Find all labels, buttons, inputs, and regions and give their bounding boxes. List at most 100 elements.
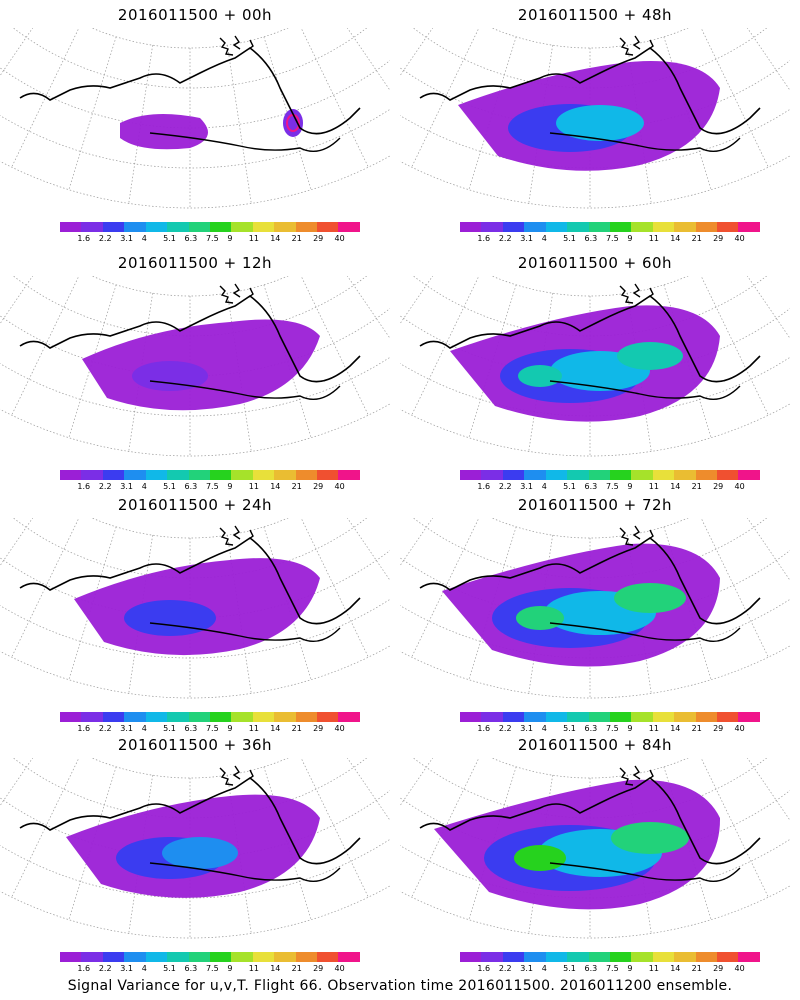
latitude-gridline (91, 758, 289, 779)
colorbar-tick-label: 6.3 (584, 724, 598, 733)
panel-title: 2016011500 + 60h (517, 254, 673, 272)
colorbar-segment (524, 712, 546, 722)
colorbar-segment (145, 952, 168, 962)
colorbar-segment (338, 470, 360, 480)
colorbar-segment (674, 952, 696, 962)
meridian-gridline (360, 28, 390, 98)
meridian-gridline (360, 758, 390, 828)
coastline (219, 283, 254, 304)
polar-map (0, 276, 390, 457)
colorbar-segment (209, 712, 232, 722)
colorbar-tick-label: 1.6 (477, 482, 491, 491)
polar-map (0, 28, 390, 209)
colorbar-labels: 1.6 2.2 3.1 4 5.1 6.3 7.5 9 11 14 21 29 40 (460, 234, 760, 246)
colorbar-tick-label: 21 (691, 234, 702, 243)
meridian-gridline (11, 276, 80, 416)
colorbar (460, 952, 760, 962)
meridian-gridline (263, 36, 312, 190)
colorbar-segment (209, 222, 232, 232)
colorbar-tick-label: 40 (334, 964, 345, 973)
panel-title: 2016011500 + 72h (517, 496, 673, 514)
meridian-gridline (400, 28, 420, 98)
meridian-gridline (346, 28, 390, 91)
colorbar-segment (502, 470, 525, 480)
meridian-gridline (700, 518, 769, 658)
colorbar-segment (81, 712, 103, 722)
map-panel: 2016011500 + 84h 1.6 2.2 3.1 4 5.1 6.3 7.5 9 11 14… (400, 730, 790, 978)
variance-field (74, 558, 320, 656)
colorbar-segment (738, 952, 760, 962)
coastline (219, 765, 254, 786)
colorbar-tick-label: 7.5 (605, 482, 619, 491)
colorbar-segment (609, 952, 632, 962)
polar-map (400, 276, 790, 457)
meridian-gridline (263, 284, 312, 438)
meridian-gridline (400, 758, 420, 828)
colorbar-tick-label: 21 (691, 482, 702, 491)
meridian-gridline (0, 758, 20, 828)
polar-map (400, 518, 790, 699)
meridian-gridline (400, 276, 420, 346)
colorbar-segment (502, 222, 525, 232)
colorbar-segment (188, 952, 210, 962)
colorbar-segment (317, 470, 339, 480)
colorbar-tick-label: 14 (270, 964, 281, 973)
colorbar-tick-label: 11 (648, 234, 659, 243)
colorbar-segment (317, 712, 339, 722)
colorbar-segment (167, 952, 189, 962)
coastline (19, 537, 361, 625)
meridian-gridline (468, 284, 517, 438)
colorbar-tick-label: 21 (291, 482, 302, 491)
colorbar-tick-label: 1.6 (77, 234, 91, 243)
colorbar-segment (460, 712, 482, 722)
meridian-gridline (0, 518, 34, 567)
colorbar-segment (60, 470, 82, 480)
colorbar-segment (631, 952, 653, 962)
colorbar-tick-label: 6.3 (584, 482, 598, 491)
colorbar-segment (674, 222, 696, 232)
colorbar-segment (60, 222, 82, 232)
coastline (19, 295, 361, 383)
colorbar-segment (231, 470, 253, 480)
colorbar-segment (274, 952, 296, 962)
colorbar-segment (188, 712, 210, 722)
meridian-gridline (300, 276, 369, 416)
meridian-gridline (68, 36, 117, 190)
colorbar-segment (567, 712, 589, 722)
colorbar-segment (588, 222, 610, 232)
colorbar-tick-label: 9 (227, 964, 233, 973)
map-panel: 2016011500 + 12h 1.6 2.2 3.1 4 5.1 6.3 7.5 9 11 14… (0, 248, 390, 496)
colorbar-segment (252, 470, 275, 480)
panel-title: 2016011500 + 36h (117, 736, 273, 754)
meridian-gridline (11, 28, 80, 168)
colorbar-tick-label: 7.5 (205, 234, 219, 243)
colorbar-tick-label: 6.3 (584, 234, 598, 243)
meridian-gridline (128, 775, 153, 934)
latitude-gridline (91, 518, 289, 539)
colorbar-tick-label: 14 (270, 234, 281, 243)
colorbar-tick-label: 5.1 (163, 964, 176, 973)
colorbar-segment (295, 952, 318, 962)
meridian-gridline (627, 45, 652, 204)
polar-map (400, 758, 790, 939)
panel-title: 2016011500 + 24h (117, 496, 273, 514)
coastline (149, 862, 341, 882)
colorbar-segment (145, 222, 168, 232)
meridian-gridline (528, 775, 553, 934)
colorbar-tick-label: 2.2 (498, 482, 512, 491)
coastline (619, 35, 654, 56)
colorbar-tick-label: 11 (248, 724, 259, 733)
meridian-gridline (468, 526, 517, 680)
colorbar (460, 470, 760, 480)
colorbar-tick-label: 14 (670, 724, 681, 733)
coastline (549, 622, 741, 642)
colorbar-tick-label: 7.5 (205, 724, 219, 733)
colorbar-segment (609, 222, 632, 232)
colorbar-tick-label: 3.1 (120, 724, 133, 733)
colorbar-segment (460, 222, 482, 232)
latitude-gridline (491, 276, 689, 297)
colorbar-tick-label: 21 (691, 964, 702, 973)
latitude-gridline (491, 758, 689, 779)
colorbar-tick-label: 4 (141, 964, 147, 973)
colorbar-tick-label: 3.1 (520, 964, 533, 973)
